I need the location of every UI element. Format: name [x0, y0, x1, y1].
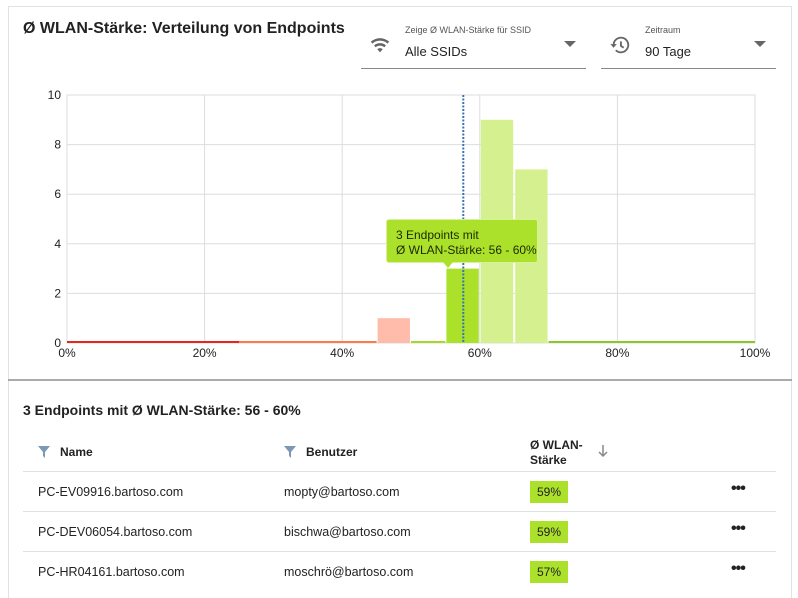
- page-title: Ø WLAN-Stärke: Verteilung von Endpoints: [23, 20, 345, 37]
- chart-tooltip: 3 Endpoints mit Ø WLAN-Stärke: 56 - 60%: [386, 219, 538, 268]
- cell-user: bischwa@bartoso.com: [284, 525, 411, 539]
- sort-down-icon[interactable]: [598, 445, 608, 458]
- ssid-select[interactable]: Zeige Ø WLAN-Stärke für SSID Alle SSIDs: [361, 20, 586, 69]
- y-tick-label: 8: [54, 138, 61, 152]
- ssid-select-value: Alle SSIDs: [405, 44, 468, 59]
- x-tick-label: 20%: [193, 346, 217, 360]
- strength-badge: 57%: [530, 561, 568, 583]
- more-actions-button[interactable]: •••: [731, 520, 746, 537]
- chevron-down-icon: [754, 41, 766, 47]
- histogram-bar: [377, 318, 410, 343]
- y-tick-label: 6: [54, 187, 61, 201]
- column-header-strength[interactable]: Ø WLAN- Stärke: [530, 438, 583, 468]
- history-icon: [610, 36, 630, 54]
- table-row[interactable]: PC-DEV06054.bartoso.com bischwa@bartoso.…: [23, 511, 776, 552]
- y-tick-label: 0: [54, 336, 61, 350]
- tooltip-line-1: 3 Endpoints mit: [396, 228, 479, 242]
- strength-badge: 59%: [530, 521, 568, 543]
- table-row[interactable]: PC-EV09916.bartoso.com mopty@bartoso.com…: [23, 471, 776, 512]
- header-label: Benutzer: [306, 445, 358, 459]
- divider: [8, 379, 792, 381]
- filter-icon[interactable]: [38, 446, 50, 458]
- filter-icon[interactable]: [284, 446, 296, 458]
- period-select-label: Zeitraum: [645, 25, 681, 35]
- header-label: Ø WLAN-: [530, 438, 583, 452]
- strength-badge: 59%: [530, 481, 568, 503]
- y-tick-label: 4: [54, 237, 61, 251]
- cell-name: PC-HR04161.bartoso.com: [38, 565, 185, 579]
- table-row[interactable]: PC-HR04161.bartoso.com moschrö@bartoso.c…: [23, 551, 776, 592]
- x-tick-label: 0%: [58, 346, 76, 360]
- ssid-select-label: Zeige Ø WLAN-Stärke für SSID: [405, 25, 532, 35]
- x-tick-label: 80%: [605, 346, 629, 360]
- column-header-user[interactable]: Benutzer: [284, 445, 357, 459]
- tooltip-line-2: Ø WLAN-Stärke: 56 - 60%: [396, 243, 537, 257]
- period-select-value: 90 Tage: [645, 44, 692, 59]
- x-tick-label: 40%: [330, 346, 354, 360]
- header-label: Stärke: [530, 453, 567, 467]
- y-tick-label: 2: [54, 286, 61, 300]
- card: [8, 6, 792, 598]
- x-tick-label: 60%: [468, 346, 492, 360]
- cell-name: PC-EV09916.bartoso.com: [38, 485, 184, 499]
- y-tick-label: 10: [48, 88, 62, 102]
- x-tick-label: 100%: [740, 346, 771, 360]
- cell-user: mopty@bartoso.com: [284, 485, 400, 499]
- header-label: Name: [60, 445, 93, 459]
- period-select[interactable]: Zeitraum 90 Tage: [601, 20, 776, 69]
- more-actions-button[interactable]: •••: [731, 560, 746, 577]
- wifi-icon: [370, 38, 390, 53]
- cell-name: PC-DEV06054.bartoso.com: [38, 525, 193, 539]
- list-title: 3 Endpoints mit Ø WLAN-Stärke: 56 - 60%: [23, 402, 301, 418]
- cell-user: moschrö@bartoso.com: [284, 565, 414, 579]
- chevron-down-icon: [564, 41, 576, 47]
- more-actions-button[interactable]: •••: [731, 480, 746, 497]
- column-header-name[interactable]: Name: [38, 445, 93, 459]
